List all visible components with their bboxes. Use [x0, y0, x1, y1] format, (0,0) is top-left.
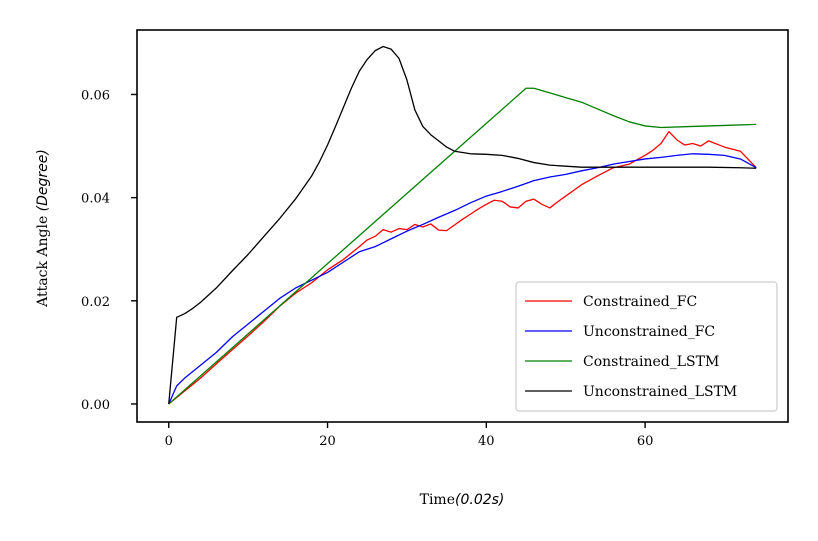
- series-line-unconstrained-lstm: [168, 45, 757, 405]
- legend-box: [515, 281, 778, 412]
- legend-label: Unconstrained_FC: [583, 324, 715, 340]
- x-axis-label-text: Time: [420, 492, 455, 508]
- series-line-constrained-fc: [168, 130, 757, 405]
- y-tick-label: 0.06: [81, 88, 110, 103]
- y-tick-label: 0.00: [81, 398, 110, 413]
- plot-frame: [136, 29, 789, 423]
- legend: Constrained_FC Unconstrained_FC Constraine…: [515, 281, 778, 412]
- y-tick-label: 0.02: [81, 295, 110, 310]
- legend-label: Unconstrained_LSTM: [583, 384, 737, 400]
- y-axis-label: Attack Angle (Degree): [35, 149, 51, 308]
- x-axis-label-unit: (0.02s): [455, 492, 504, 508]
- series-line-constrained-lstm: [168, 87, 757, 405]
- y-axis-label-unit: (Degree): [35, 149, 51, 211]
- y-tick-label: 0.04: [81, 192, 110, 207]
- y-axis-label-text: Attack Angle: [35, 211, 51, 308]
- x-tick-label: 0: [165, 434, 173, 449]
- x-axis: 0 20 40 60: [165, 422, 654, 449]
- series-layer: [168, 45, 757, 405]
- legend-label: Constrained_LSTM: [583, 354, 719, 370]
- x-tick-label: 60: [637, 434, 654, 449]
- x-tick-label: 20: [319, 434, 336, 449]
- y-axis: 0.00 0.02 0.04 0.06: [81, 88, 137, 413]
- x-tick-label: 40: [478, 434, 495, 449]
- legend-label: Constrained_FC: [583, 294, 697, 310]
- series-line-unconstrained-fc: [168, 153, 757, 405]
- x-axis-label: Time(0.02s): [420, 492, 505, 508]
